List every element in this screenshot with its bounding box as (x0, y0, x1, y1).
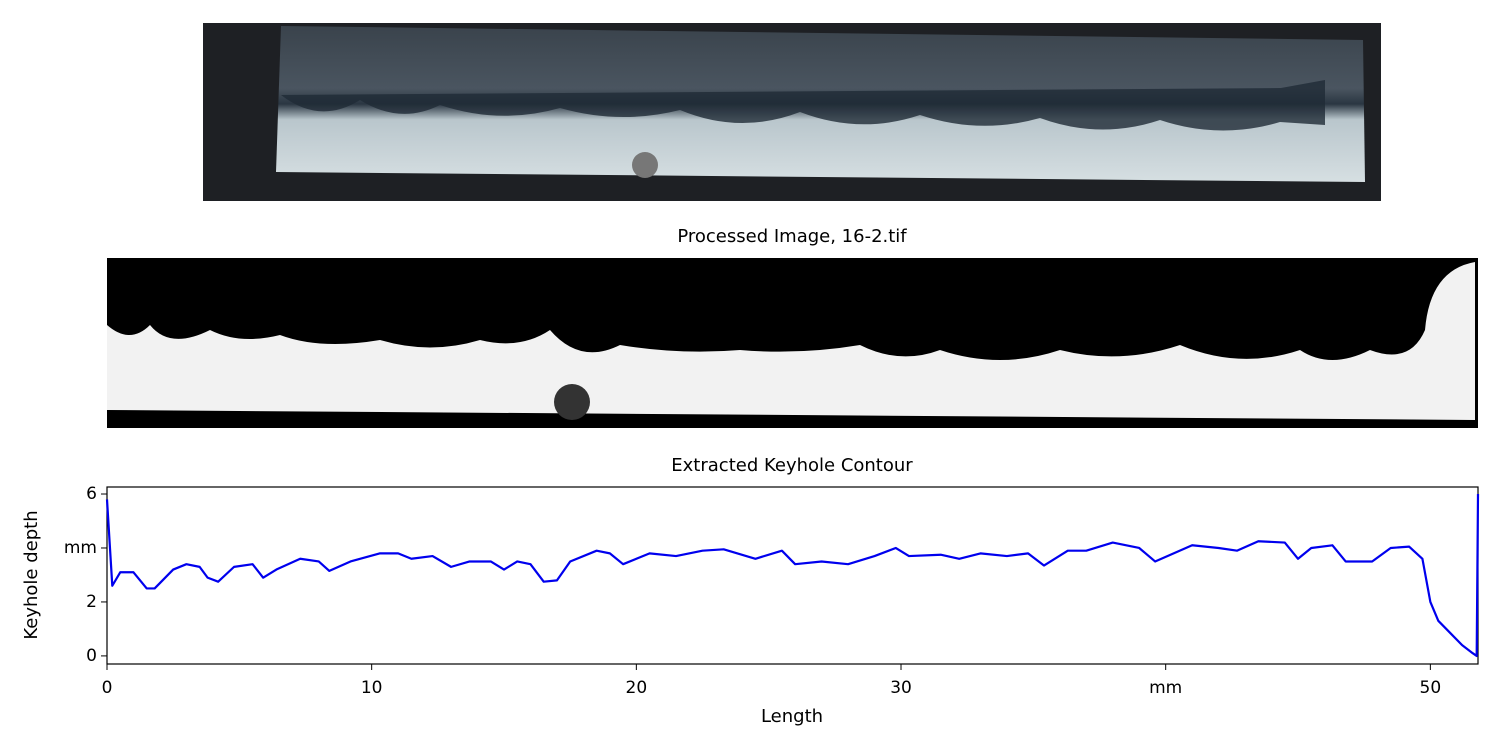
x-tick-label: 50 (1420, 678, 1442, 698)
x-tick-label: 10 (361, 678, 383, 698)
y-tick-label: 2 (86, 592, 97, 612)
processed-image (107, 258, 1478, 428)
processed-title: Processed Image, 16-2.tif (677, 226, 907, 247)
chart-title: Extracted Keyhole Contour (671, 455, 913, 476)
contour-line (105, 494, 1480, 658)
x-tick-label: 30 (890, 678, 912, 698)
y-tick-label: 6 (86, 484, 97, 504)
y-tick-label: mm (64, 538, 97, 558)
x-tick-label: 0 (102, 678, 113, 698)
x-tick-label: mm (1149, 678, 1182, 698)
x-axis-label: Length (761, 706, 823, 727)
y-tick-label: 0 (86, 646, 97, 666)
x-tick-label: 20 (626, 678, 648, 698)
plot-frame (106, 486, 1479, 665)
y-axis-label: Keyhole depth (21, 510, 42, 639)
raw-image (203, 23, 1381, 201)
